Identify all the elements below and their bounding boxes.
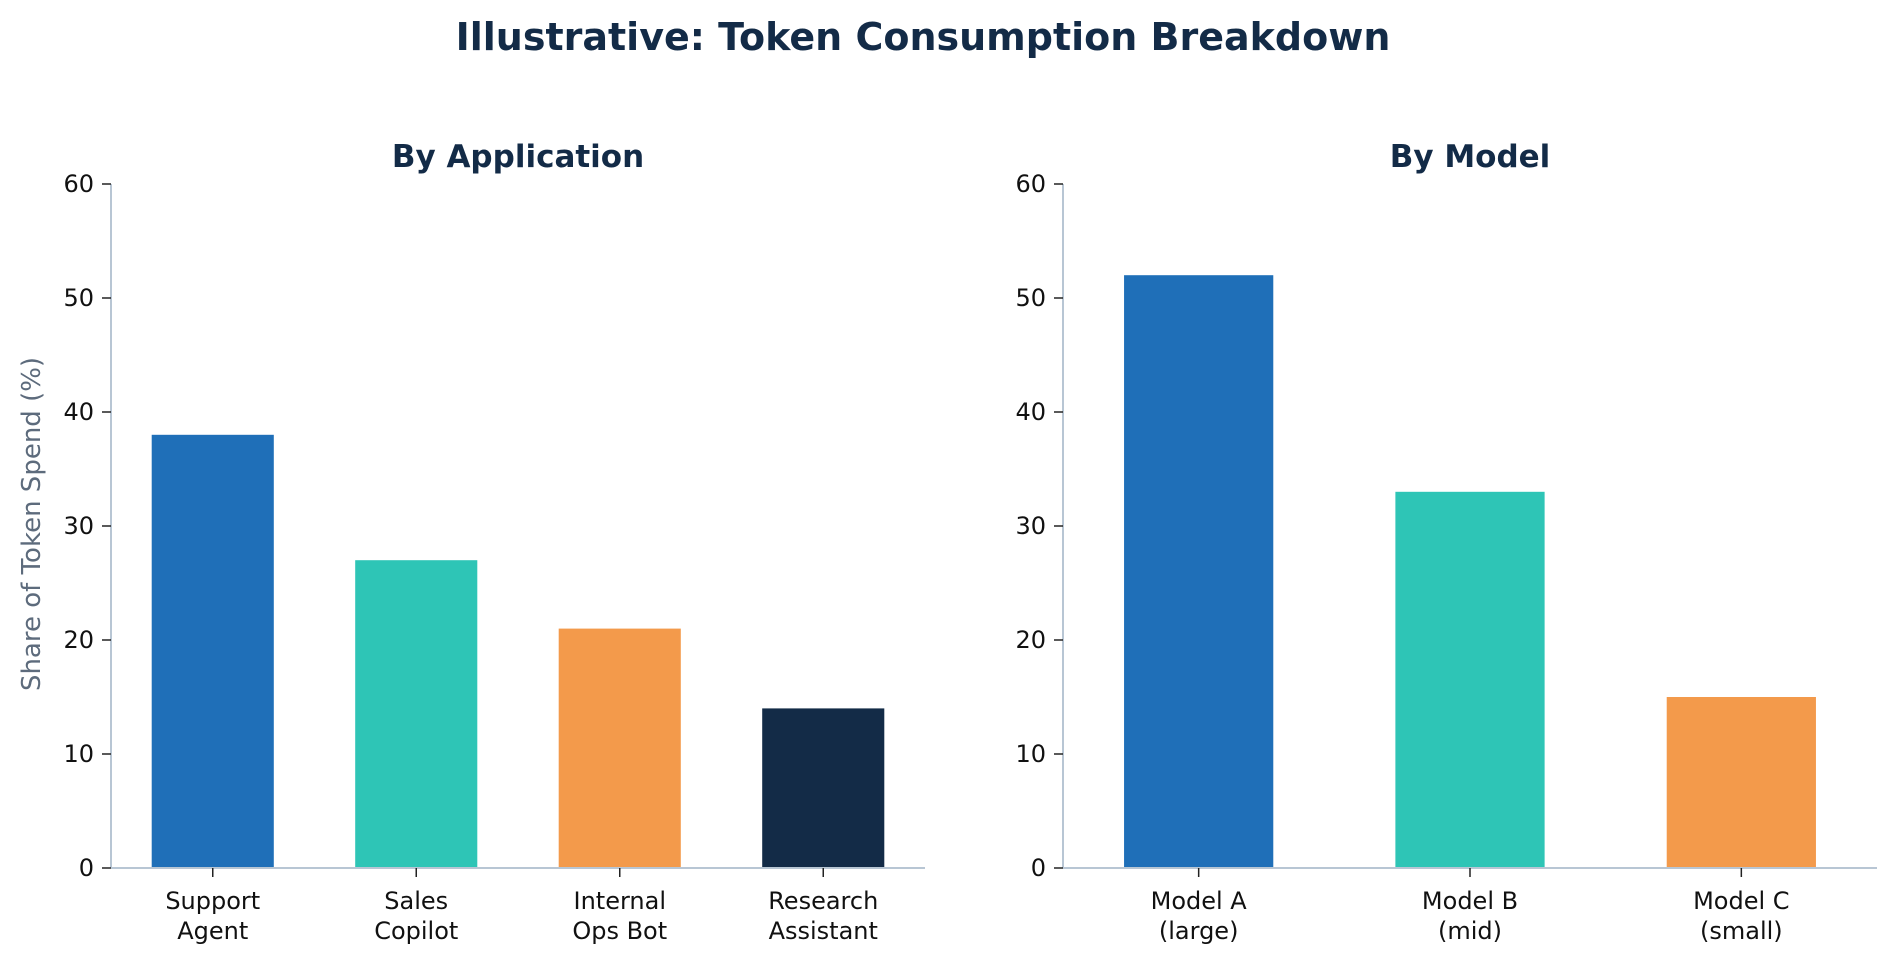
bar-3 [1666,697,1816,868]
x-tick-label: Support [165,887,260,915]
x-tick-label: (mid) [1438,917,1502,945]
y-tick-label: 40 [63,398,94,426]
y-tick-label: 0 [1031,854,1046,882]
bar-4 [762,708,885,868]
panel-title: By Application [392,139,644,175]
y-tick-label: 20 [1015,626,1046,654]
x-tick-label: Research [768,887,878,915]
panel-title: By Model [1390,139,1551,175]
y-axis-label: Share of Token Spend (%) [17,357,47,691]
y-tick-label: 30 [63,512,94,540]
x-tick-label: Internal [574,887,667,915]
x-tick-label: Assistant [769,917,878,945]
bar-1 [1124,275,1274,868]
y-tick-label: 60 [1015,170,1046,198]
x-tick-label: Model A [1151,887,1248,915]
x-tick-label: Copilot [374,917,458,945]
x-tick-label: Agent [177,917,248,945]
x-tick-label: (small) [1700,917,1783,945]
x-tick-label: (large) [1159,917,1239,945]
y-tick-label: 40 [1015,398,1046,426]
figure-title: Illustrative: Token Consumption Breakdow… [456,15,1391,59]
bar-2 [1395,491,1545,868]
x-tick-label: Model C [1693,887,1789,915]
bar-2 [355,560,478,868]
y-tick-label: 50 [1015,284,1046,312]
y-tick-label: 60 [63,170,94,198]
panel-by-model: By Model 0 10 20 30 40 50 60 Model A(large) Model… [1015,139,1877,945]
bar-1 [151,434,274,868]
x-tick-label: Model B [1422,887,1518,915]
y-tick-label: 10 [1015,740,1046,768]
y-tick-label: 50 [63,284,94,312]
y-tick-label: 30 [1015,512,1046,540]
x-tick-label: Sales [384,887,448,915]
y-tick-label: 20 [63,626,94,654]
y-tick-label: 0 [79,854,94,882]
x-tick-label: Ops Bot [572,917,667,945]
bar-3 [558,628,681,868]
y-tick-label: 10 [63,740,94,768]
